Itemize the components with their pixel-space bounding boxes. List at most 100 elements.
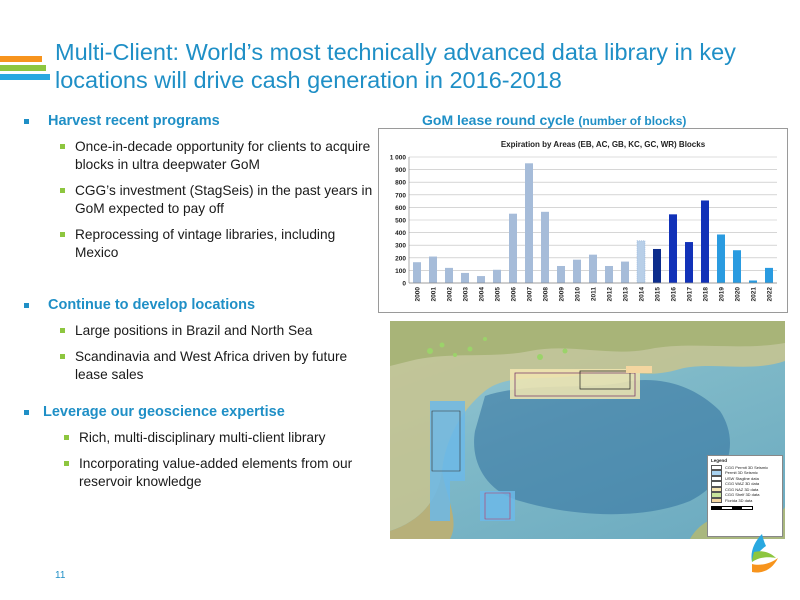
- bar-2021: [749, 280, 757, 283]
- x-tick-label: 2018: [702, 287, 709, 302]
- bar-2001: [429, 256, 437, 283]
- bullet-item: Reprocessing of vintage libraries, inclu…: [24, 226, 374, 262]
- gulf-of-mexico-map: Legend CGG Permit 3D Seismic Permit 3D Se…: [390, 321, 785, 539]
- bullet-section-leverage: Leverage our geoscience expertise Rich, …: [24, 403, 374, 491]
- x-tick-label: 2010: [574, 287, 581, 302]
- map-legend-item: CGG NAZ 3D data: [711, 486, 779, 492]
- bullet-item: Scandinavia and West Africa driven by fu…: [24, 348, 374, 384]
- x-tick-label: 2019: [718, 287, 725, 302]
- square-bullet-icon: [24, 410, 29, 415]
- x-tick-label: 2021: [750, 287, 757, 302]
- chart-heading-paren: (number of blocks): [578, 114, 687, 128]
- map-scale-bar: [711, 506, 753, 510]
- legend-label: Permit 3D Seismic: [725, 470, 758, 475]
- chart-title: Expiration by Areas (EB, AC, GB, KC, GC,…: [501, 140, 706, 149]
- square-bullet-icon: [60, 188, 65, 193]
- square-bullet-icon: [64, 461, 69, 466]
- x-tick-label: 2022: [766, 287, 773, 302]
- x-tick-label: 2017: [686, 287, 693, 302]
- legend-label: Florida 3D data: [725, 497, 753, 503]
- legend-label: CGG Shelf 3D data: [725, 492, 760, 497]
- x-tick-label: 2015: [654, 287, 661, 302]
- legend-swatch: [711, 475, 722, 481]
- map-legend-items: CGG Permit 3D Seismic Permit 3D Seismic US…: [711, 464, 779, 503]
- x-tick-label: 2009: [558, 287, 565, 302]
- x-tick-label: 2012: [606, 287, 613, 302]
- bar-2002: [445, 267, 453, 283]
- square-bullet-icon: [64, 435, 69, 440]
- map-illustration: [390, 321, 785, 539]
- bar-2004: [477, 276, 485, 283]
- bullet-item: CGG’s investment (StagSeis) in the past …: [24, 182, 374, 218]
- legend-swatch: [711, 497, 722, 503]
- bar-2007: [525, 163, 533, 283]
- bar-2013: [621, 261, 629, 283]
- slide-title: Multi-Client: World’s most technically a…: [55, 39, 736, 93]
- x-tick-label: 2007: [526, 287, 533, 302]
- bullet-heading: Leverage our geoscience expertise: [24, 403, 374, 421]
- bullet-item: Once-in-decade opportunity for clients t…: [24, 138, 374, 174]
- square-bullet-icon: [24, 303, 29, 308]
- y-tick-label: 1 000: [390, 155, 407, 162]
- title-accent-stripes: [0, 56, 50, 83]
- cgg-logo-icon: [751, 534, 778, 573]
- chart-heading: GoM lease round cycle (number of blocks): [422, 112, 686, 128]
- accent-stripe-green: [0, 65, 46, 71]
- bullet-heading: Continue to develop locations: [24, 296, 374, 314]
- bar-2015: [653, 248, 661, 283]
- bullet-item: Large positions in Brazil and North Sea: [24, 322, 374, 340]
- x-tick-label: 2003: [462, 287, 469, 302]
- x-tick-label: 2020: [734, 287, 741, 302]
- bullet-heading: Harvest recent programs: [24, 112, 374, 130]
- bar-chart: Expiration by Areas (EB, AC, GB, KC, GC,…: [378, 128, 788, 313]
- map-legend-item: Permit 3D Seismic: [711, 470, 779, 476]
- chart-heading-main: GoM lease round cycle: [422, 112, 575, 128]
- legend-label: USW Stagline data: [725, 475, 759, 481]
- bar-2014: [636, 240, 646, 284]
- bar-2017: [685, 242, 693, 283]
- x-tick-label: 2000: [414, 287, 421, 302]
- x-tick-label: 2001: [430, 287, 437, 302]
- map-legend-item: Florida 3D data: [711, 497, 779, 503]
- map-legend-title: Legend: [711, 458, 728, 463]
- map-legend: Legend CGG Permit 3D Seismic Permit 3D Se…: [707, 455, 783, 537]
- accent-stripe-blue: [0, 74, 50, 80]
- bar-2012: [605, 265, 613, 283]
- x-tick-label: 2006: [510, 287, 517, 302]
- bar-2008: [541, 211, 549, 283]
- bar-2003: [461, 272, 469, 283]
- bullet-item: Rich, multi-disciplinary multi-client li…: [24, 429, 374, 447]
- legend-swatch: [711, 492, 722, 498]
- x-tick-label: 2008: [542, 287, 549, 302]
- y-tick-label: 200: [395, 255, 406, 262]
- legend-swatch: [711, 486, 722, 492]
- y-tick-label: 0: [402, 281, 406, 288]
- legend-label: CGG NAZ 3D data: [725, 486, 759, 492]
- legend-label: CGG WAZ 3D data: [725, 481, 760, 486]
- map-legend-item: USW Stagline data: [711, 475, 779, 481]
- y-tick-label: 900: [395, 167, 406, 174]
- map-legend-item: CGG WAZ 3D data: [711, 481, 779, 487]
- bar-2009: [557, 265, 565, 283]
- x-tick-label: 2004: [478, 287, 485, 302]
- legend-label: CGG Permit 3D Seismic: [725, 464, 769, 470]
- y-tick-label: 500: [395, 218, 406, 225]
- x-tick-label: 2014: [638, 287, 645, 302]
- page-number: 11: [55, 570, 66, 581]
- bar-2011: [589, 254, 597, 283]
- legend-swatch: [711, 470, 722, 476]
- bar-2006: [509, 213, 517, 283]
- bar-2018: [701, 200, 709, 283]
- bar-2022: [765, 267, 773, 283]
- accent-stripe-orange: [0, 56, 42, 62]
- bar-2020: [733, 250, 741, 283]
- square-bullet-icon: [60, 354, 65, 359]
- square-bullet-icon: [24, 119, 29, 124]
- bullet-item: Incorporating value-added elements from …: [24, 455, 374, 491]
- map-legend-item: CGG Shelf 3D data: [711, 492, 779, 498]
- x-tick-label: 2005: [494, 287, 501, 302]
- legend-swatch: [711, 464, 722, 470]
- y-tick-label: 300: [395, 243, 406, 250]
- bullet-section-develop: Continue to develop locations Large posi…: [24, 296, 374, 384]
- y-tick-label: 400: [395, 230, 406, 237]
